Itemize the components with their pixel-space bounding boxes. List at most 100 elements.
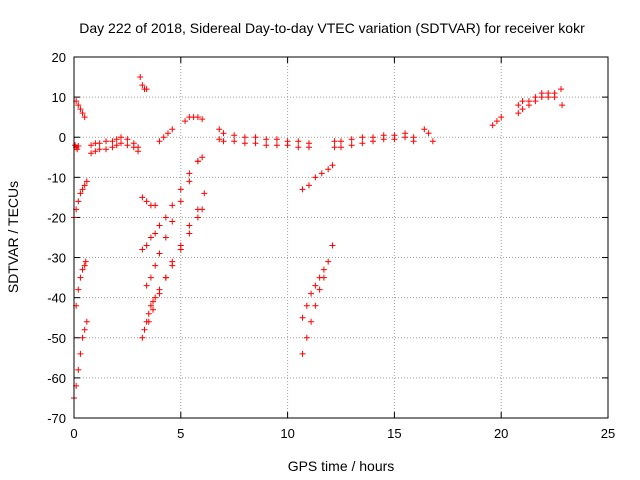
data-point	[391, 132, 398, 139]
data-point	[177, 186, 184, 193]
data-point	[150, 306, 157, 313]
data-point	[109, 144, 116, 151]
data-point	[305, 182, 312, 189]
data-point	[162, 234, 169, 241]
x-tick-label: 0	[70, 426, 77, 441]
data-point	[194, 158, 201, 165]
data-point	[156, 286, 163, 293]
data-point	[83, 178, 90, 185]
data-point	[124, 136, 131, 143]
data-point	[169, 262, 176, 269]
data-point	[231, 138, 238, 145]
data-point	[359, 140, 366, 147]
data-point	[79, 334, 86, 341]
data-point	[515, 110, 522, 117]
data-point	[75, 102, 82, 109]
data-point	[252, 140, 259, 147]
y-tick-label: -40	[47, 291, 66, 306]
data-point	[113, 136, 120, 143]
data-point	[303, 302, 310, 309]
data-point	[303, 334, 310, 341]
data-point	[79, 266, 86, 273]
data-point	[81, 262, 88, 269]
y-tick-label: -60	[47, 371, 66, 386]
data-point	[81, 326, 88, 333]
series-arc-l	[152, 206, 206, 301]
data-point	[164, 130, 171, 137]
data-point	[139, 334, 146, 341]
data-point	[147, 302, 154, 309]
data-point	[263, 136, 270, 143]
data-point	[216, 136, 223, 143]
data-point	[216, 126, 223, 133]
y-tick-label: 10	[52, 90, 66, 105]
data-point	[103, 146, 110, 153]
data-point	[525, 98, 532, 105]
data-point	[308, 318, 315, 325]
series-arc-y	[489, 114, 505, 129]
data-point	[231, 132, 238, 139]
data-point	[77, 274, 84, 281]
data-point	[331, 138, 338, 145]
data-point	[325, 166, 332, 173]
data-point	[145, 310, 152, 317]
data-point	[77, 106, 84, 113]
data-point	[143, 242, 150, 249]
data-point	[113, 142, 120, 149]
chart-title: Day 222 of 2018, Sidereal Day-to-day VTE…	[79, 20, 585, 36]
data-point	[338, 144, 344, 151]
series-arc-t	[299, 242, 336, 357]
data-point	[545, 90, 552, 97]
data-point	[169, 218, 176, 225]
data-point	[551, 90, 558, 97]
data-point	[186, 222, 193, 229]
data-point	[329, 162, 336, 169]
data-point	[135, 144, 142, 151]
data-point	[75, 198, 82, 205]
data-point	[83, 318, 90, 325]
series-arc-o	[156, 126, 176, 145]
y-tick-label: 20	[52, 50, 66, 65]
series-arc-q	[216, 126, 312, 147]
series-arc-p	[182, 114, 206, 125]
data-point	[169, 202, 176, 209]
data-point	[252, 134, 259, 141]
data-point	[143, 318, 150, 325]
data-point	[139, 246, 146, 253]
x-tick-label: 5	[177, 426, 184, 441]
data-point	[308, 290, 315, 297]
data-point	[137, 74, 144, 81]
data-point	[338, 138, 344, 145]
data-point	[305, 144, 312, 151]
data-point	[498, 114, 505, 121]
data-point	[519, 98, 526, 105]
data-point	[177, 198, 184, 205]
x-tick-label: 10	[280, 426, 294, 441]
data-point	[147, 274, 154, 281]
series-arc-i	[139, 154, 206, 253]
data-point	[152, 294, 159, 301]
data-point	[519, 106, 526, 113]
x-axis-label: GPS time / hours	[288, 458, 395, 474]
data-point	[312, 302, 319, 309]
data-point	[370, 134, 377, 141]
data-point	[152, 262, 159, 269]
data-point	[156, 222, 163, 229]
data-point	[117, 134, 124, 141]
y-tick-label: -50	[47, 331, 66, 346]
data-point	[320, 266, 327, 273]
series-arc-g	[88, 134, 142, 151]
data-point	[79, 110, 86, 117]
data-point	[92, 148, 99, 155]
y-tick-label: -10	[47, 170, 66, 185]
grid-lines	[74, 57, 608, 418]
data-point	[162, 274, 169, 281]
x-tick-label: 25	[601, 426, 615, 441]
series-arc-z3	[558, 86, 566, 109]
data-point	[186, 178, 193, 185]
data-point	[152, 202, 159, 209]
series-arc-v	[331, 134, 417, 151]
y-tick-label: -70	[47, 411, 66, 426]
series-arc-a	[72, 142, 82, 153]
data-point	[75, 366, 82, 373]
